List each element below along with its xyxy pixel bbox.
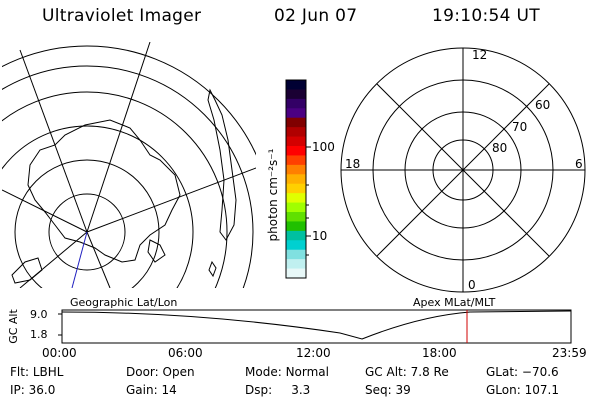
gcalt-label: GC Alt: — [365, 365, 407, 379]
door-field: Door: Open — [126, 365, 195, 379]
mode-value: Normal — [285, 365, 329, 379]
flt-field: Flt: LBHL — [10, 365, 63, 379]
seq-field: Seq: 39 — [365, 383, 411, 397]
x-tick-0000: 00:00 — [42, 346, 77, 360]
mlat-80-label: 80 — [492, 141, 508, 155]
colorbar-band — [286, 212, 306, 222]
colorbar-band — [286, 164, 306, 175]
colorbar-band — [286, 221, 306, 232]
colorbar-band — [286, 155, 306, 166]
glon-value: 107.1 — [524, 383, 559, 397]
mode-field: Mode: Normal — [245, 365, 329, 379]
dsp-value: 3.3 — [291, 383, 311, 397]
x-tick-2359: 23:59 — [552, 346, 587, 360]
gcalt-value: 7.8 Re — [410, 365, 449, 379]
glon-label: GLon: — [486, 383, 521, 397]
ip-field: IP: 36.0 — [10, 383, 55, 397]
colorbar-band — [286, 89, 306, 100]
instrument-title: Ultraviolet Imager — [42, 6, 202, 26]
mode-label: Mode: — [245, 365, 282, 379]
mlt-0-label: 0 — [468, 278, 476, 292]
gain-value: 14 — [161, 383, 177, 397]
y-tick-9: 9.0 — [30, 308, 48, 321]
ip-label: IP: — [10, 383, 25, 397]
y-tick-1-8: 1.8 — [30, 328, 48, 341]
colorbar-band — [286, 202, 306, 213]
door-label: Door: — [126, 365, 159, 379]
mlt-6-label: 6 — [575, 157, 583, 171]
colorbar-tick-100: 100 — [312, 140, 335, 154]
colorbar-band — [286, 174, 306, 185]
geographic-coords-title: Geographic Lat/Lon — [70, 296, 178, 309]
dsp-field: Dsp: 3.3 — [245, 383, 310, 397]
colorbar-band — [286, 117, 306, 128]
ip-value: 36.0 — [28, 383, 56, 397]
colorbar-band — [286, 108, 306, 119]
flt-label: Flt: — [10, 365, 29, 379]
dsp-label: Dsp: — [245, 383, 273, 397]
glat-value: −70.6 — [521, 365, 559, 379]
flt-value: LBHL — [32, 365, 64, 379]
glon-field: GLon: 107.1 — [486, 383, 559, 397]
door-value: Open — [162, 365, 195, 379]
colorbar-band — [286, 240, 306, 251]
gcalt-field: GC Alt: 7.8 Re — [365, 365, 449, 379]
colorbar-band — [286, 80, 306, 90]
x-tick-0600: 06:00 — [168, 346, 203, 360]
colorbar-band — [286, 98, 306, 109]
colorbar-label: photon cm⁻²s⁻¹ — [266, 148, 280, 242]
time-label: 19:10:54 UT — [432, 6, 540, 26]
colorbar-band — [286, 268, 306, 279]
gain-field: Gain: 14 — [126, 383, 177, 397]
date-label: 02 Jun 07 — [274, 6, 358, 26]
mlat-70-label: 70 — [512, 120, 528, 134]
apex-coords-title: Apex MLat/MLT — [413, 296, 496, 309]
colorbar-band — [286, 193, 306, 204]
seq-value: 39 — [395, 383, 411, 397]
colorbar-band — [286, 183, 306, 194]
colorbar-band — [286, 230, 306, 241]
x-tick-1800: 18:00 — [422, 346, 457, 360]
gc-alt-axis-label: GC Alt — [6, 309, 20, 344]
glat-field: GLat: −70.6 — [486, 365, 559, 379]
mlt-12-label: 12 — [472, 48, 488, 62]
x-tick-1200: 12:00 — [296, 346, 331, 360]
colorbar — [286, 80, 306, 279]
mlt-18-label: 18 — [345, 157, 361, 171]
seq-label: Seq: — [365, 383, 392, 397]
mlat-60-label: 60 — [535, 98, 551, 112]
colorbar-band — [286, 136, 306, 147]
colorbar-band — [286, 259, 306, 270]
colorbar-tick-10: 10 — [312, 229, 328, 243]
glat-label: GLat: — [486, 365, 519, 379]
colorbar-band — [286, 249, 306, 260]
gain-label: Gain: — [126, 383, 158, 397]
colorbar-band — [286, 127, 306, 138]
colorbar-band — [286, 146, 306, 156]
